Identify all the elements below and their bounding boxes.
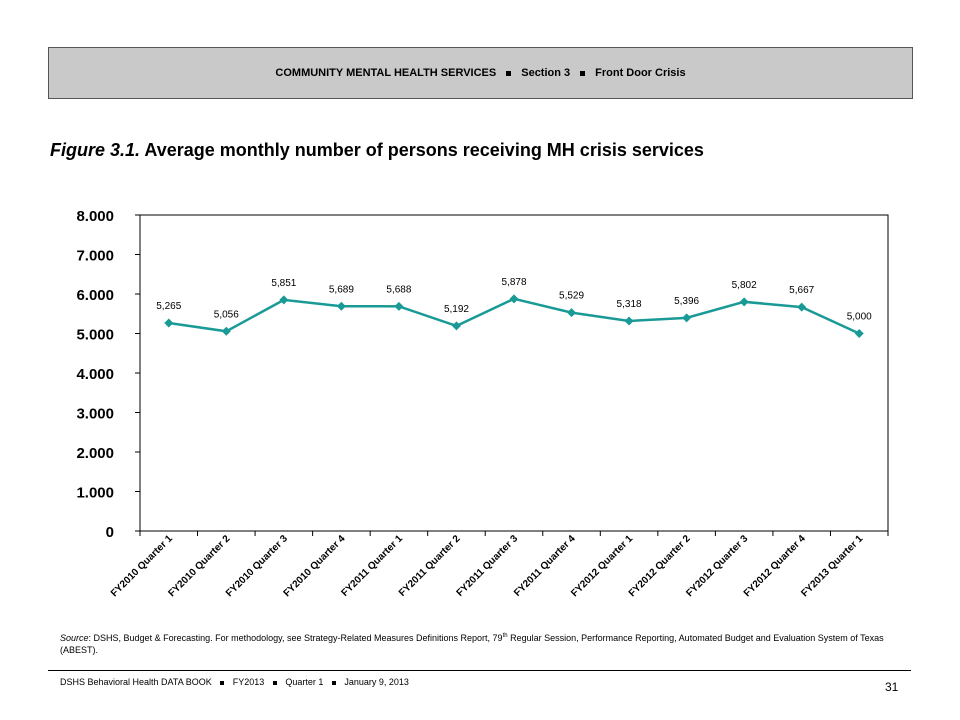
y-tick-label: 3.000 <box>76 406 114 423</box>
data-label: 5,689 <box>329 284 354 295</box>
data-point <box>279 295 289 305</box>
x-tick-label: FY2011 Quarter 2 <box>397 533 463 599</box>
bullet-icon <box>220 680 225 685</box>
data-point <box>854 329 864 338</box>
data-point <box>624 316 634 326</box>
data-label: 5,802 <box>732 280 757 291</box>
data-label: 5,000 <box>847 312 872 323</box>
x-tick-label: FY2013 Quarter 1 <box>799 533 865 599</box>
footer-quarter: Quarter 1 <box>285 677 324 687</box>
data-point <box>221 326 231 336</box>
footer-divider <box>48 670 911 671</box>
figure-caption: Average monthly number of persons receiv… <box>144 140 704 160</box>
data-label: 5,851 <box>271 278 296 289</box>
y-tick-label: 2.000 <box>76 445 114 462</box>
x-tick-label: FY2011 Quarter 4 <box>512 533 578 599</box>
y-tick-label: 5.000 <box>76 327 114 344</box>
figure-title: Figure 3.1. Average monthly number of pe… <box>50 140 704 161</box>
data-point <box>567 308 577 318</box>
data-label: 5,667 <box>789 285 814 296</box>
data-point <box>394 301 404 311</box>
source-text-after: Regular Session, Performance Reporting, … <box>60 633 884 655</box>
data-label: 5,265 <box>156 301 181 312</box>
source-superscript: th <box>502 633 508 639</box>
data-label: 5,529 <box>559 291 584 302</box>
source-text-before: : DSHS, Budget & Forecasting. For method… <box>88 633 503 643</box>
bullet-icon <box>580 70 586 76</box>
footer-book: DSHS Behavioral Health DATA BOOK <box>60 677 212 687</box>
data-label: 5,192 <box>444 304 469 315</box>
x-tick-label: FY2010 Quarter 3 <box>224 533 290 599</box>
x-tick-label: FY2010 Quarter 1 <box>109 533 175 599</box>
x-tick-label: FY2012 Quarter 4 <box>742 533 808 599</box>
bullet-icon <box>272 680 277 685</box>
data-label: 5,056 <box>214 309 239 320</box>
data-point <box>509 294 519 304</box>
page-number: 31 <box>885 680 899 694</box>
footer-year: FY2013 <box>232 677 265 687</box>
header-part: Section 3 <box>521 67 571 79</box>
header-topic: Front Door Crisis <box>595 67 686 79</box>
data-point <box>451 321 461 331</box>
figure-number: Figure 3.1. <box>50 140 141 160</box>
source-note: Source: DSHS, Budget & Forecasting. For … <box>60 630 900 656</box>
y-tick-label: 8.000 <box>76 208 114 225</box>
header-section: COMMUNITY MENTAL HEALTH SERVICES <box>275 67 497 79</box>
x-tick-label: FY2010 Quarter 4 <box>282 533 348 599</box>
y-tick-label: 4.000 <box>76 366 114 383</box>
section-header: COMMUNITY MENTAL HEALTH SERVICES Section… <box>48 47 913 99</box>
data-point <box>164 318 174 328</box>
data-point <box>739 297 749 307</box>
data-label: 5,878 <box>501 277 526 288</box>
x-tick-label: FY2012 Quarter 1 <box>569 533 635 599</box>
footer-date: January 9, 2013 <box>344 677 409 687</box>
plot-area <box>139 214 889 532</box>
data-point <box>336 301 346 311</box>
y-tick-label: 7.000 <box>76 248 114 265</box>
data-label: 5,396 <box>674 296 699 307</box>
y-tick-label: 6.000 <box>76 287 114 304</box>
bullet-icon <box>331 680 336 685</box>
x-tick-label: FY2012 Quarter 2 <box>627 533 693 599</box>
y-tick-label: 1.000 <box>76 485 114 502</box>
x-tick-label: FY2012 Quarter 3 <box>684 533 750 599</box>
x-tick-label: FY2011 Quarter 3 <box>455 533 521 599</box>
data-point <box>797 302 807 312</box>
x-tick-label: FY2010 Quarter 2 <box>166 533 232 599</box>
data-label: 5,688 <box>386 284 411 295</box>
bullet-icon <box>506 70 512 76</box>
data-label: 5,318 <box>617 299 642 310</box>
series-line <box>168 297 860 335</box>
data-point <box>682 313 692 323</box>
footer-info: DSHS Behavioral Health DATA BOOK FY2013 … <box>60 677 409 687</box>
y-tick-label: 0 <box>106 524 114 541</box>
line-chart: 0 1.000 2.000 3.000 4.000 5.000 6.000 7.000 8.00… <box>76 208 889 599</box>
x-tick-label: FY2011 Quarter 1 <box>339 533 405 599</box>
source-label: Source <box>60 633 89 643</box>
